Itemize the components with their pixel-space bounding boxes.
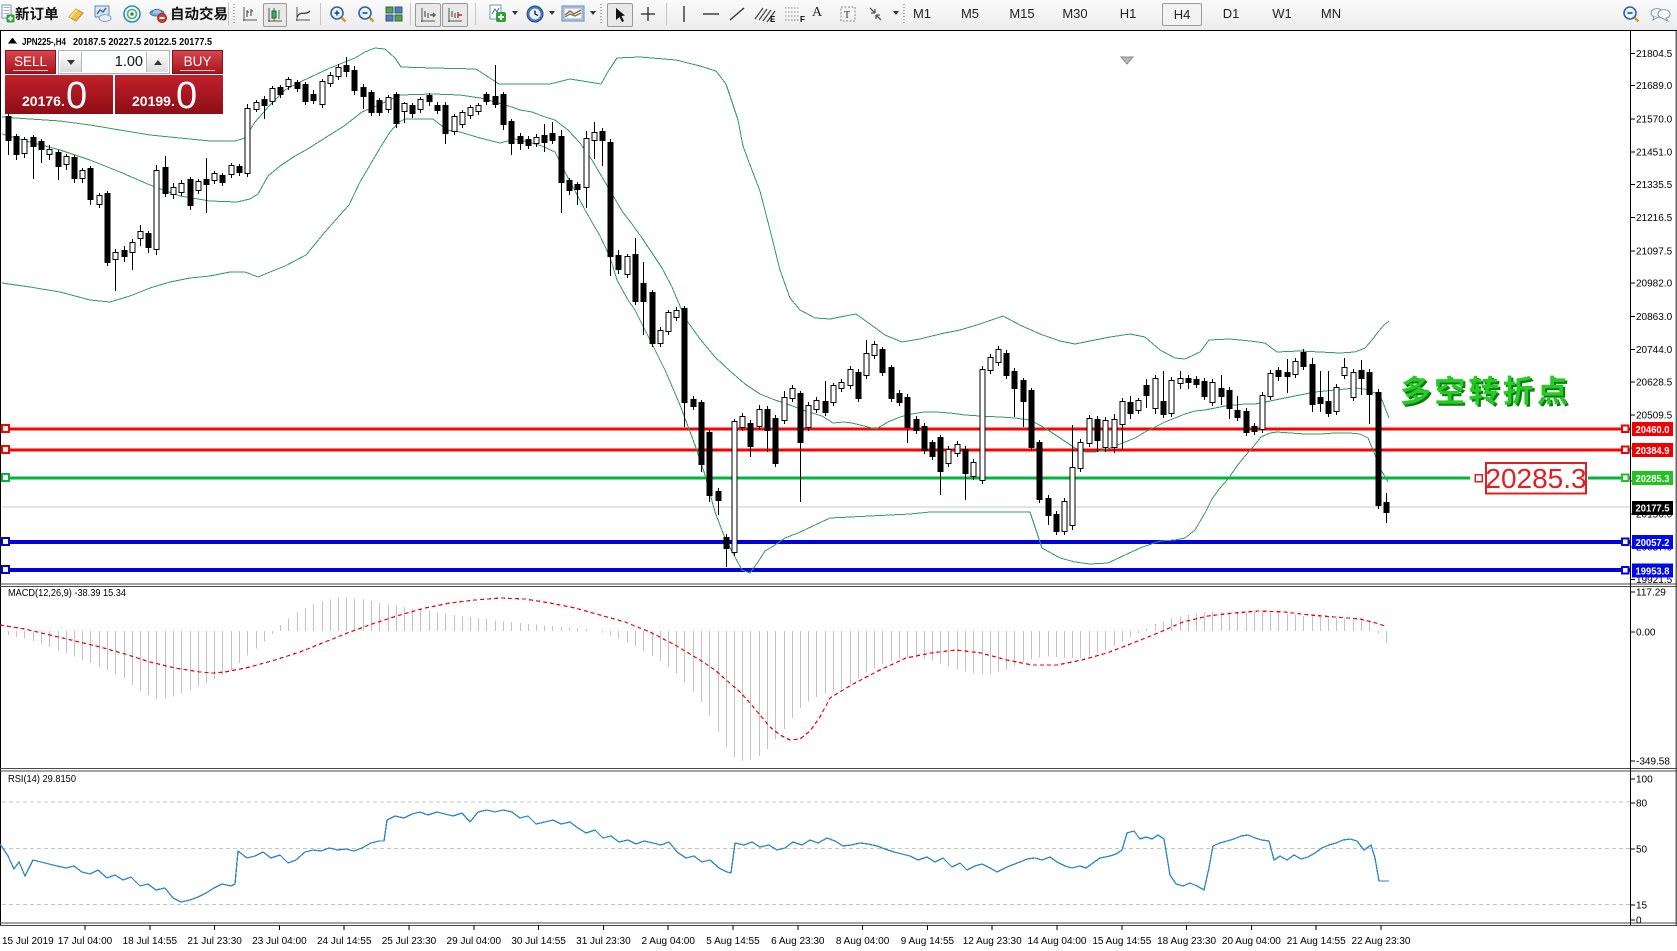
svg-text:20384.9: 20384.9: [1636, 446, 1670, 457]
svg-text:20285.3: 20285.3: [1636, 474, 1670, 485]
svg-text:20177.5: 20177.5: [1636, 504, 1670, 515]
svg-text:T: T: [844, 10, 850, 21]
svg-text:21570.0: 21570.0: [1636, 114, 1673, 125]
svg-text:20509.5: 20509.5: [1636, 411, 1673, 422]
svg-text:18 Jul 14:55: 18 Jul 14:55: [123, 936, 178, 947]
svg-text:14 Aug 04:00: 14 Aug 04:00: [1028, 936, 1087, 947]
svg-text:19921.5: 19921.5: [1636, 575, 1673, 586]
svg-text:9 Aug 14:55: 9 Aug 14:55: [901, 936, 955, 947]
svg-text:19953.8: 19953.8: [1636, 567, 1670, 578]
svg-text:12 Aug 23:30: 12 Aug 23:30: [963, 936, 1022, 947]
svg-text:100: 100: [1636, 775, 1653, 786]
svg-text:22 Aug 23:30: 22 Aug 23:30: [1352, 936, 1411, 947]
svg-text:20057.2: 20057.2: [1636, 538, 1670, 549]
svg-text:21 Jul 23:30: 21 Jul 23:30: [187, 936, 242, 947]
svg-text:80: 80: [1636, 799, 1648, 810]
svg-text:23 Jul 04:00: 23 Jul 04:00: [252, 936, 307, 947]
svg-text:5 Aug 14:55: 5 Aug 14:55: [706, 936, 760, 947]
svg-text:20 Aug 04:00: 20 Aug 04:00: [1222, 936, 1281, 947]
svg-text:2 Aug 04:00: 2 Aug 04:00: [642, 936, 696, 947]
svg-text:21451.0: 21451.0: [1636, 148, 1673, 159]
svg-text:21097.5: 21097.5: [1636, 246, 1673, 257]
svg-text:15 Jul 2019: 15 Jul 2019: [2, 936, 54, 947]
svg-text:JPN225-,H4: JPN225-,H4: [22, 36, 66, 48]
svg-text:8 Aug 04:00: 8 Aug 04:00: [836, 936, 890, 947]
svg-text:17 Jul 04:00: 17 Jul 04:00: [58, 936, 113, 947]
svg-text:117.29: 117.29: [1636, 588, 1666, 599]
svg-text:20744.0: 20744.0: [1636, 345, 1673, 356]
svg-text:18 Aug 23:30: 18 Aug 23:30: [1157, 936, 1216, 947]
svg-text:24 Jul 14:55: 24 Jul 14:55: [317, 936, 372, 947]
svg-text:21335.5: 21335.5: [1636, 180, 1673, 191]
svg-text:MACD(12,26,9) -38.39 15.34: MACD(12,26,9) -38.39 15.34: [8, 587, 126, 599]
svg-text:31 Jul 23:30: 31 Jul 23:30: [576, 936, 631, 947]
svg-text:0.00: 0.00: [1636, 628, 1656, 639]
svg-text:21216.5: 21216.5: [1636, 213, 1673, 224]
svg-text:0: 0: [1636, 916, 1642, 927]
svg-text:15: 15: [1636, 901, 1648, 912]
svg-text:25 Jul 23:30: 25 Jul 23:30: [382, 936, 437, 947]
svg-text:20982.0: 20982.0: [1636, 279, 1673, 290]
svg-text:20460.0: 20460.0: [1636, 425, 1670, 436]
svg-text:21804.5: 21804.5: [1636, 49, 1673, 60]
svg-text:20628.5: 20628.5: [1636, 377, 1673, 388]
svg-text:30 Jul 14:55: 30 Jul 14:55: [511, 936, 566, 947]
svg-text:E: E: [770, 15, 776, 24]
svg-text:F: F: [800, 15, 805, 24]
svg-text:21689.0: 21689.0: [1636, 81, 1673, 92]
svg-text:50: 50: [1636, 845, 1648, 856]
svg-text:-349.58: -349.58: [1636, 757, 1670, 768]
svg-text:20187.5 20227.5 20122.5 20177.: 20187.5 20227.5 20122.5 20177.5: [73, 36, 212, 48]
svg-text:15 Aug 14:55: 15 Aug 14:55: [1092, 936, 1151, 947]
svg-text:20863.0: 20863.0: [1636, 312, 1673, 323]
svg-text:6 Aug 23:30: 6 Aug 23:30: [771, 936, 825, 947]
svg-text:21 Aug 14:55: 21 Aug 14:55: [1287, 936, 1346, 947]
svg-text:29 Jul 04:00: 29 Jul 04:00: [447, 936, 502, 947]
svg-text:RSI(14) 29.8150: RSI(14) 29.8150: [8, 773, 76, 785]
svg-text:20285.3: 20285.3: [1485, 463, 1586, 494]
